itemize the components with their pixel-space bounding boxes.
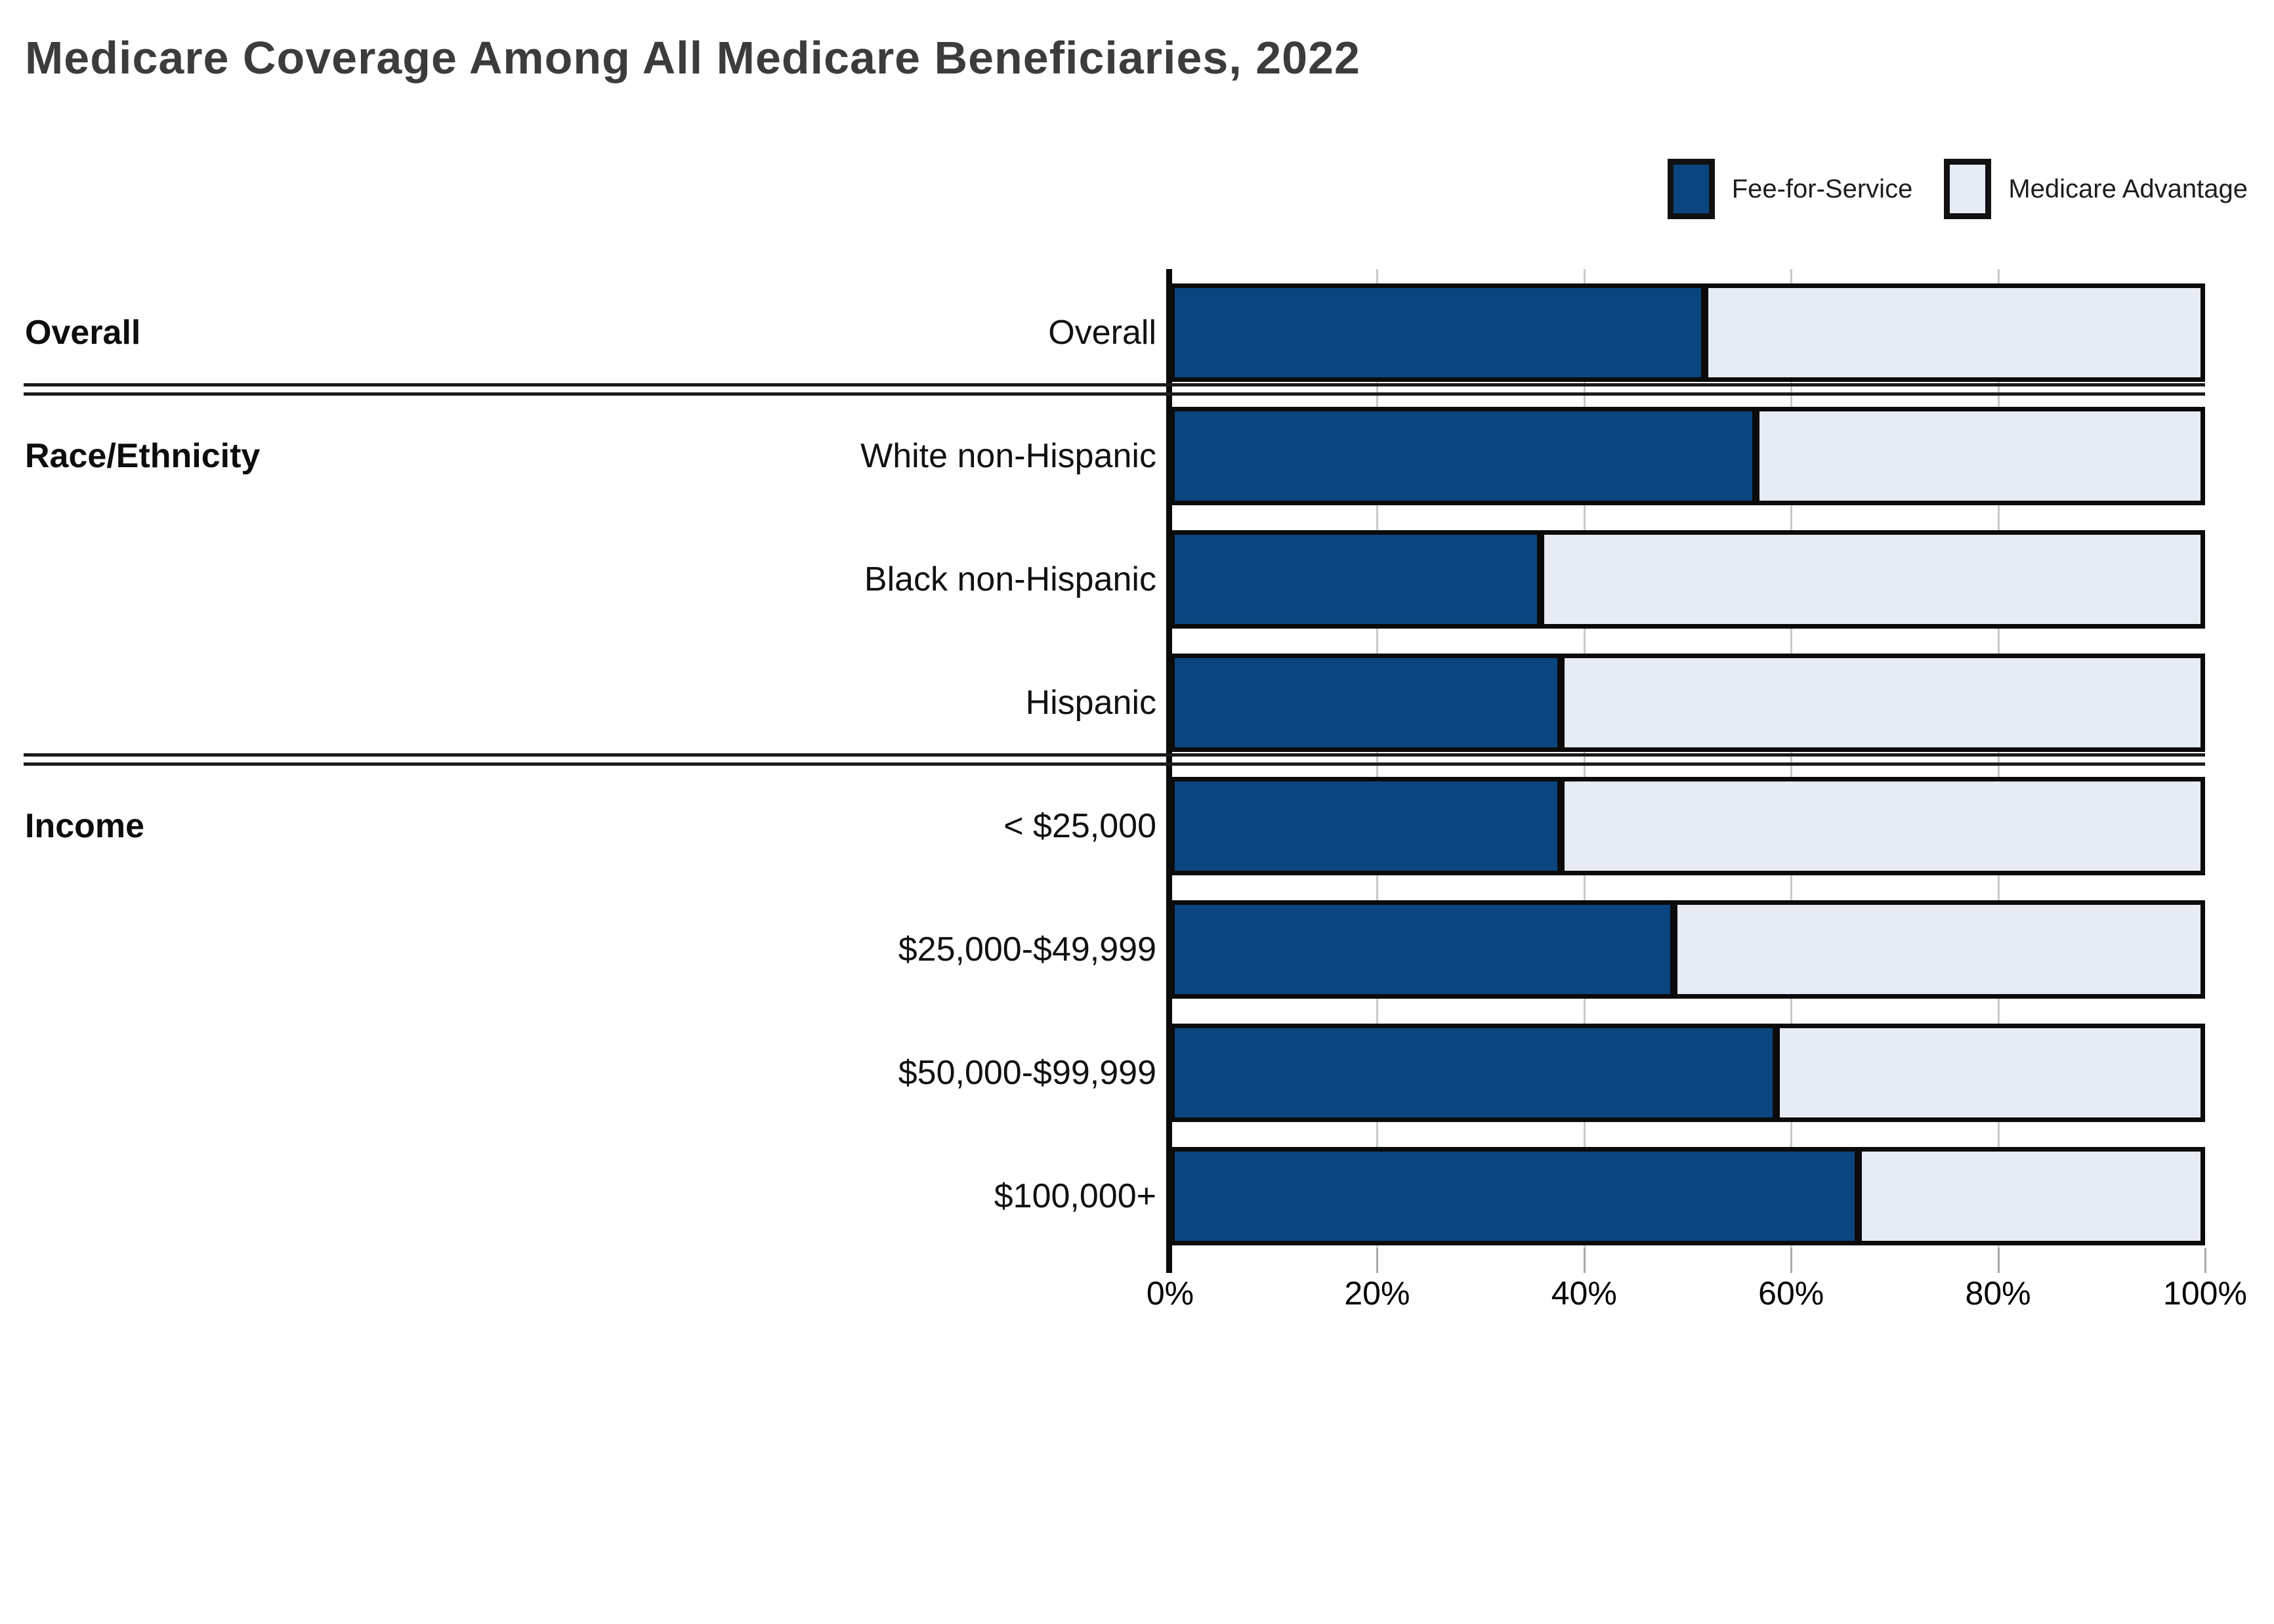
bar-segment-medicare-advantage — [1565, 781, 2200, 871]
gridline — [1997, 269, 2000, 1248]
legend-label: Medicare Advantage — [2008, 174, 2248, 203]
bar-row — [1170, 900, 2205, 999]
bar-segment-medicare-advantage — [1780, 1028, 2200, 1117]
x-axis-tick — [1376, 1248, 1379, 1273]
bar-row — [1170, 530, 2205, 629]
gridline — [1376, 269, 1379, 1248]
group-label: Overall — [25, 314, 141, 352]
x-axis-tick — [2204, 1248, 2206, 1273]
bar-segment-fee-for-service — [1175, 288, 1708, 377]
bar-row — [1170, 1024, 2205, 1122]
y-axis-line — [1166, 269, 1172, 1273]
chart-title: Medicare Coverage Among All Medicare Ben… — [25, 32, 1360, 83]
x-axis-tick-label: 60% — [1758, 1275, 1824, 1312]
section-separator — [24, 383, 2205, 396]
legend-item-fee-for-service: Fee-for-Service — [1667, 159, 1913, 219]
bar-segment-medicare-advantage — [1544, 535, 2200, 624]
group-label: Income — [25, 807, 145, 845]
legend: Fee-for-Service Medicare Advantage — [1667, 159, 2248, 219]
x-axis-tick — [1583, 1248, 1586, 1273]
bar-segment-fee-for-service — [1175, 905, 1677, 994]
x-axis-tick-label: 20% — [1344, 1275, 1410, 1312]
x-axis-tick — [1790, 1248, 1793, 1273]
category-label: $25,000-$49,999 — [898, 930, 1156, 968]
x-axis-tick — [1997, 1248, 2000, 1273]
bar-segment-fee-for-service — [1175, 535, 1544, 624]
section-separator — [24, 753, 2205, 766]
bar-segment-fee-for-service — [1175, 658, 1565, 747]
fee-for-service-swatch-icon — [1667, 159, 1715, 219]
bar-segment-fee-for-service — [1175, 781, 1565, 871]
bar-segment-medicare-advantage — [1677, 905, 2200, 994]
bar-segment-medicare-advantage — [1708, 288, 2200, 377]
gridline — [1790, 269, 1793, 1248]
legend-item-medicare-advantage: Medicare Advantage — [1944, 159, 2248, 219]
category-label: Hispanic — [1025, 684, 1156, 722]
bar-row — [1170, 654, 2205, 752]
x-axis-tick-label: 0% — [1146, 1275, 1194, 1312]
category-label: Overall — [1048, 314, 1156, 352]
bar-row — [1170, 407, 2205, 505]
bar-row — [1170, 283, 2205, 382]
gridline — [1583, 269, 1586, 1248]
x-axis-tick-label: 100% — [2163, 1275, 2247, 1312]
x-axis-tick-label: 40% — [1551, 1275, 1617, 1312]
x-axis-tick-label: 80% — [1965, 1275, 2031, 1312]
category-label: $100,000+ — [994, 1177, 1156, 1215]
bar-segment-fee-for-service — [1175, 1152, 1863, 1241]
bar-segment-medicare-advantage — [1759, 411, 2200, 501]
category-label: Black non-Hispanic — [864, 560, 1156, 598]
category-label: $50,000-$99,999 — [898, 1054, 1156, 1092]
medicare-advantage-swatch-icon — [1944, 159, 1992, 219]
category-label: White non-Hispanic — [860, 437, 1156, 475]
bar-segment-medicare-advantage — [1862, 1152, 2200, 1241]
group-label: Race/Ethnicity — [25, 437, 261, 475]
bar-row — [1170, 1147, 2205, 1245]
bar-segment-fee-for-service — [1175, 411, 1759, 501]
category-label: < $25,000 — [1003, 807, 1156, 845]
bar-segment-medicare-advantage — [1565, 658, 2200, 747]
bar-row — [1170, 777, 2205, 875]
x-axis-tick — [1169, 1248, 1171, 1273]
bar-segment-fee-for-service — [1175, 1028, 1780, 1117]
legend-label: Fee-for-Service — [1731, 174, 1913, 203]
